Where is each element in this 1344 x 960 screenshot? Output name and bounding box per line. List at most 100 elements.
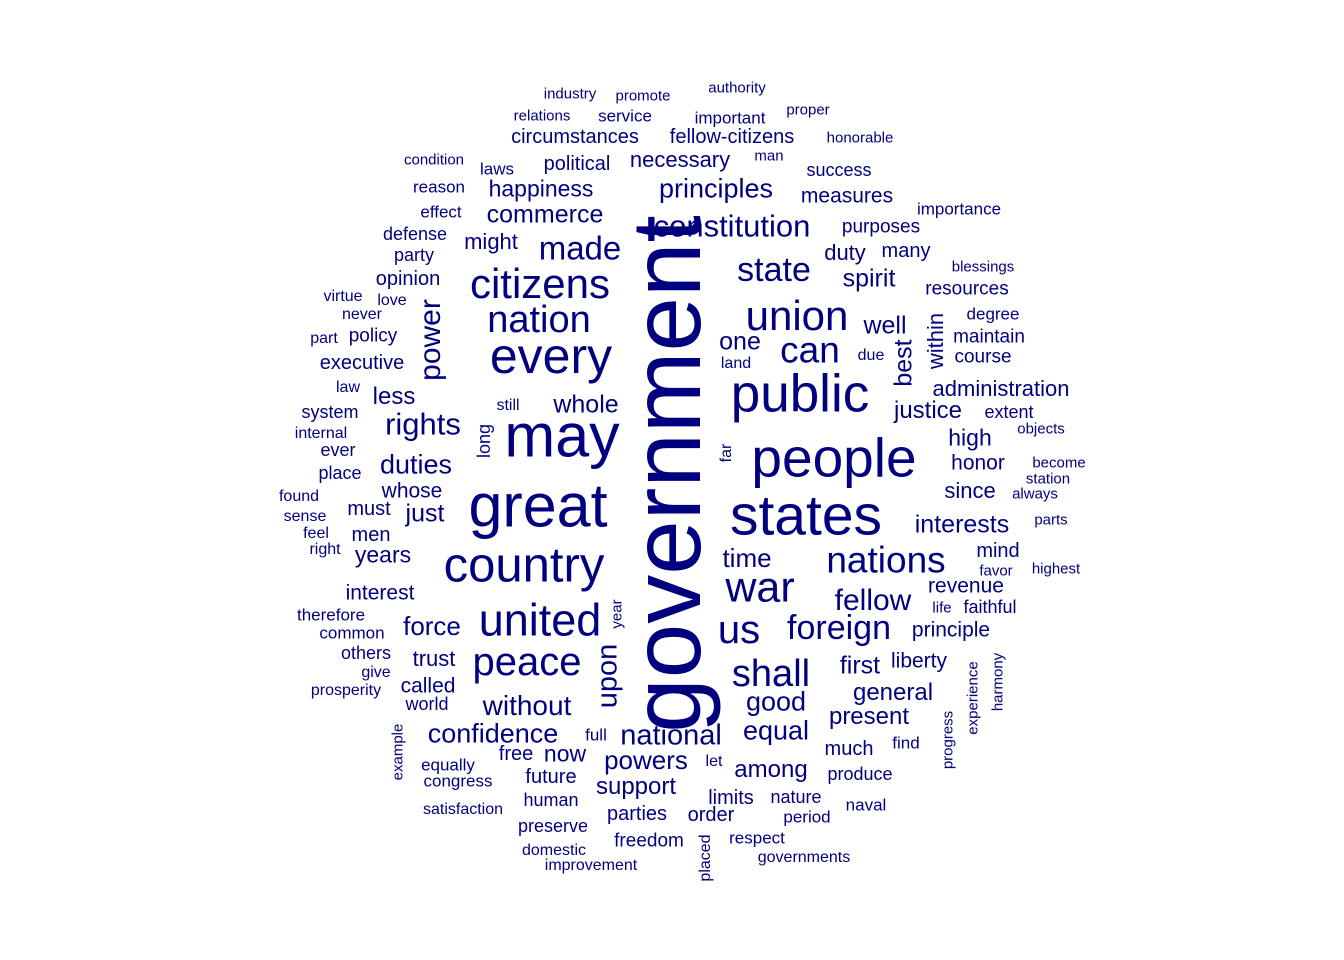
- word-limits: limits: [708, 787, 754, 809]
- word-executive: executive: [319, 352, 405, 374]
- word-fellow: fellow: [834, 584, 912, 617]
- word-shall: shall: [731, 653, 811, 695]
- word-life: life: [932, 599, 952, 617]
- word-interest: interest: [345, 581, 415, 605]
- word-people: people: [751, 426, 917, 489]
- word-naval: naval: [845, 795, 887, 815]
- word-promote: promote: [615, 87, 671, 105]
- word-revenue: revenue: [928, 574, 1004, 598]
- word-support: support: [595, 773, 677, 800]
- word-year: year: [608, 599, 626, 629]
- word-produce: produce: [827, 764, 893, 784]
- word-might: might: [464, 229, 518, 254]
- word-principles: principles: [658, 173, 774, 204]
- word-equal: equal: [742, 715, 810, 746]
- word-duty: duty: [824, 240, 866, 265]
- word-still: still: [496, 397, 520, 414]
- word-party: party: [393, 245, 435, 265]
- word-since: since: [944, 478, 996, 503]
- word-internal: internal: [294, 425, 348, 442]
- word-world: world: [405, 694, 449, 714]
- word-relations: relations: [513, 107, 571, 125]
- word-respect: respect: [729, 828, 785, 848]
- word-may: may: [504, 401, 620, 470]
- word-long: long: [474, 423, 494, 459]
- word-parties: parties: [606, 803, 668, 825]
- word-man: man: [754, 147, 784, 165]
- word-measures: measures: [800, 184, 894, 208]
- word-love: love: [377, 292, 407, 309]
- word-men: men: [351, 524, 391, 546]
- word-administration: administration: [932, 376, 1070, 401]
- word-freedom: freedom: [614, 830, 684, 852]
- word-success: success: [806, 160, 872, 180]
- word-experience: experience: [964, 661, 982, 735]
- word-years: years: [354, 541, 412, 568]
- word-liberty: liberty: [890, 649, 948, 673]
- word-force: force: [403, 611, 461, 641]
- word-foreign: foreign: [787, 609, 891, 647]
- word-future: future: [525, 766, 577, 788]
- word-give: give: [361, 664, 391, 681]
- word-common: common: [319, 623, 385, 643]
- word-harmony: harmony: [989, 652, 1007, 712]
- word-now: now: [543, 740, 587, 767]
- word-full: full: [585, 725, 607, 745]
- word-necessary: necessary: [629, 147, 731, 172]
- word-spirit: spirit: [842, 264, 896, 293]
- word-let: let: [705, 753, 723, 770]
- word-interests: interests: [914, 510, 1010, 539]
- word-therefore: therefore: [296, 605, 366, 625]
- word-first: first: [839, 651, 881, 680]
- word-united: united: [478, 594, 602, 646]
- word-peace: peace: [472, 640, 582, 684]
- word-prosperity: prosperity: [310, 682, 382, 699]
- word-sense: sense: [283, 508, 327, 525]
- word-extent: extent: [984, 402, 1034, 422]
- word-many: many: [881, 240, 931, 262]
- word-must: must: [347, 498, 391, 520]
- word-fellow-citizens: fellow-citizens: [669, 126, 795, 148]
- word-confidence: confidence: [427, 718, 559, 749]
- word-degree: degree: [966, 304, 1020, 324]
- word-law: law: [335, 379, 361, 396]
- word-government: government: [611, 215, 721, 733]
- word-nation: nation: [487, 299, 591, 341]
- word-placed: placed: [697, 834, 714, 882]
- word-course: course: [954, 346, 1012, 368]
- word-maintain: maintain: [953, 326, 1025, 348]
- word-principle: principle: [911, 618, 991, 642]
- word-power: power: [414, 299, 447, 381]
- word-system: system: [301, 402, 359, 422]
- word-objects: objects: [1017, 420, 1065, 438]
- word-national: national: [620, 719, 722, 752]
- word-great: great: [468, 471, 608, 540]
- word-faithful: faithful: [963, 597, 1017, 617]
- word-reason: reason: [413, 177, 465, 197]
- word-place: place: [318, 463, 362, 483]
- word-just: just: [405, 499, 445, 528]
- word-present: present: [828, 703, 910, 730]
- word-virtue: virtue: [323, 288, 363, 305]
- word-progress: progress: [939, 710, 957, 770]
- word-station: station: [1025, 470, 1071, 488]
- word-human: human: [523, 790, 579, 810]
- word-defense: defense: [382, 224, 448, 244]
- word-resources: resources: [925, 278, 1009, 300]
- word-become: become: [1032, 454, 1086, 472]
- word-parts: parts: [1034, 511, 1068, 529]
- word-happiness: happiness: [488, 175, 594, 202]
- word-opinion: opinion: [375, 268, 441, 290]
- word-satisfaction: satisfaction: [422, 801, 504, 818]
- word-find: find: [892, 733, 920, 753]
- word-others: others: [340, 643, 392, 663]
- word-land: land: [720, 355, 752, 372]
- word-free: free: [498, 743, 534, 765]
- word-powers: powers: [604, 745, 688, 775]
- word-governments: governments: [757, 849, 851, 866]
- word-general: general: [852, 679, 934, 706]
- word-good: good: [745, 686, 807, 717]
- word-honor: honor: [951, 451, 1005, 475]
- word-example: example: [389, 723, 407, 781]
- word-due: due: [857, 347, 885, 364]
